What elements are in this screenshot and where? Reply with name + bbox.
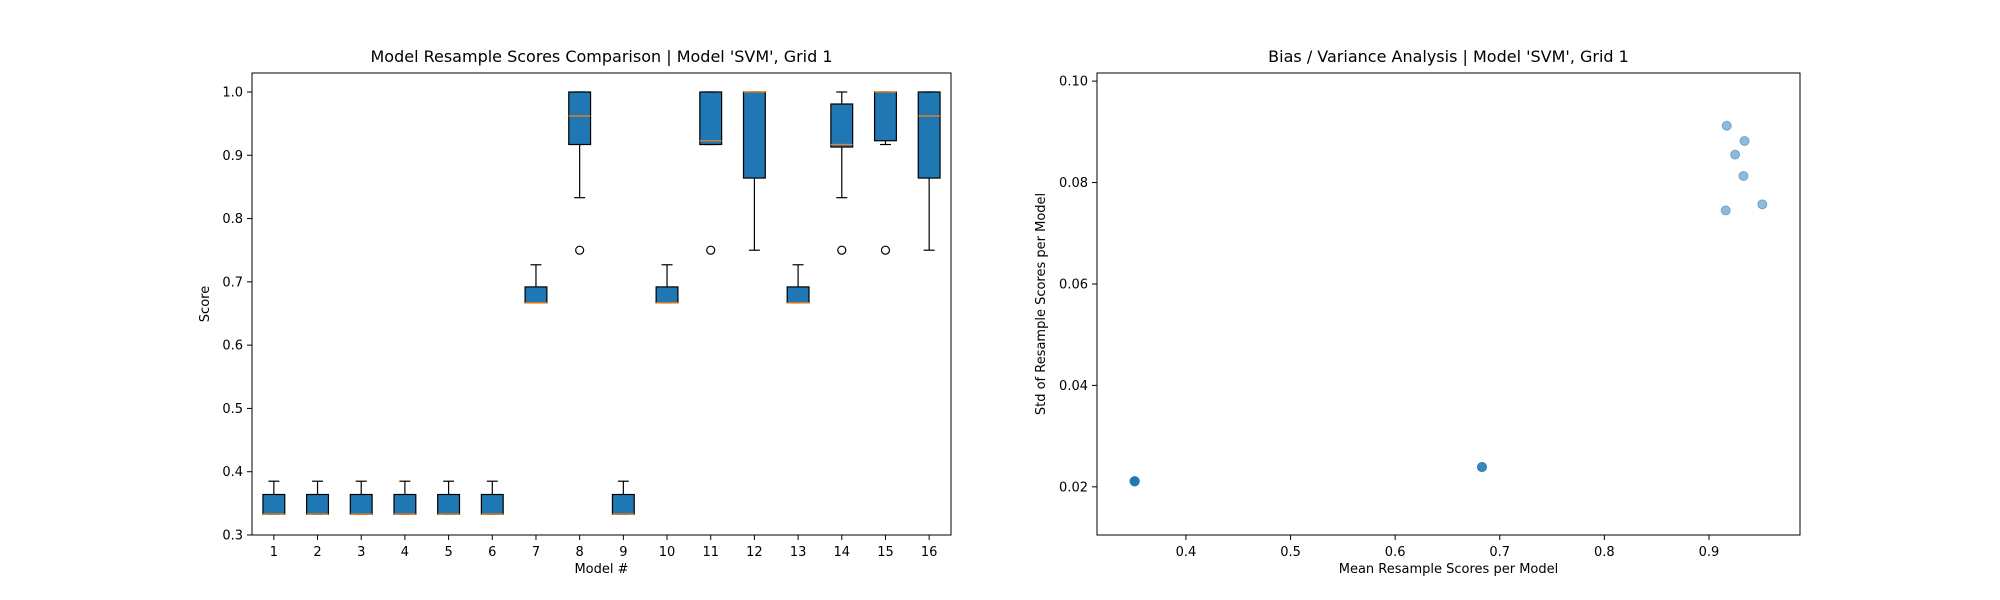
box-4 [393,480,417,515]
box-16 [917,91,941,251]
box-body [611,493,635,515]
x-tick-label: 0.8 [1594,545,1615,560]
outlier-point [575,245,585,255]
y-tick-label: 0.08 [1059,176,1088,191]
x-tick-label: 10 [659,545,676,560]
x-tick-label: 15 [877,545,894,560]
box-5 [437,480,461,515]
y-axis-label: Score [198,286,213,322]
x-tick-label: 5 [444,545,452,560]
box-body [742,91,766,179]
scatter-point [1757,199,1768,210]
y-tick-label: 0.9 [222,149,243,164]
box-body [480,493,504,515]
scatter-point [1720,205,1731,216]
y-tick-label: 0.7 [222,275,243,290]
x-axis: 1 2 3 4 5 6 7 8 9 10 11 12 13 14 15 16 [270,535,938,560]
scatter-point [1738,170,1749,181]
scatter-point [1129,476,1140,487]
x-tick-label: 0.9 [1699,545,1720,560]
box-7 [524,264,548,304]
box-body [873,91,897,142]
x-tick-label: 9 [619,545,627,560]
x-tick-label: 13 [790,545,807,560]
outlier-point [880,245,891,255]
box-body [786,286,810,304]
y-tick-label: 1.0 [222,85,243,100]
scatter-chart: Bias / Variance Analysis | Model 'SVM', … [1034,47,1801,577]
outlier-point [706,245,716,255]
box-body [306,493,330,515]
x-tick-label: 12 [746,545,763,560]
box-body [349,493,373,515]
y-tick-label: 0.6 [222,339,243,354]
y-tick-label: 0.10 [1059,75,1088,90]
scatter-point [1739,135,1750,146]
scatter-point [1476,462,1487,473]
box-15 [873,91,897,255]
x-tick-label: 0.5 [1280,545,1301,560]
scatter-series [1129,120,1768,487]
box-9 [611,480,635,515]
box-2 [306,480,330,515]
x-tick-label: 7 [532,545,540,560]
y-tick-label: 0.8 [222,212,243,227]
x-tick-label: 0.7 [1489,545,1510,560]
box-body [917,91,941,179]
chart-title: Model Resample Scores Comparison | Model… [370,47,832,66]
box-body [655,286,679,304]
box-12 [742,91,766,251]
box-6 [480,480,504,515]
y-axis: 0.3 0.4 0.5 0.6 0.7 0.8 0.9 1.0 [222,85,252,544]
chart-title: Bias / Variance Analysis | Model 'SVM', … [1268,47,1629,66]
y-tick-label: 0.4 [222,465,243,480]
x-axis-label: Mean Resample Scores per Model [1339,562,1558,577]
x-tick-label: 8 [576,545,584,560]
box-body [699,91,723,146]
x-tick-label: 11 [702,545,719,560]
box-body [830,103,854,148]
box-plot-chart: Model Resample Scores Comparison | Model… [198,47,952,577]
x-tick-label: 1 [270,545,278,560]
y-axis-label: Std of Resample Scores per Model [1034,193,1049,415]
y-tick-label: 0.04 [1059,379,1088,394]
box-14 [830,91,854,255]
y-tick-label: 0.3 [222,529,243,544]
x-tick-label: 0.4 [1176,545,1197,560]
scatter-point [1721,120,1732,131]
x-tick-label: 0.6 [1385,545,1406,560]
box-3 [349,480,373,515]
y-tick-label: 0.5 [222,402,243,417]
y-tick-label: 0.02 [1059,480,1088,495]
box-body [262,493,286,515]
x-axis-label: Model # [574,562,628,577]
outlier-point [837,245,847,255]
plot-frame [1096,72,1801,536]
x-tick-label: 2 [313,545,321,560]
box-10 [655,264,679,304]
box-1 [262,480,286,515]
box-11 [699,91,723,255]
x-axis: 0.4 0.5 0.6 0.7 0.8 0.9 [1176,535,1720,560]
box-13 [786,264,810,304]
y-tick-label: 0.06 [1059,277,1088,292]
plot-frame [251,72,952,536]
box-8 [568,91,592,255]
x-tick-label: 16 [921,545,938,560]
x-tick-label: 6 [488,545,496,560]
y-axis: 0.02 0.04 0.06 0.08 0.10 [1059,75,1097,495]
box-body [437,493,461,515]
scatter-point [1730,149,1741,160]
box-body [524,286,548,304]
box-series [262,91,941,515]
x-tick-label: 3 [357,545,365,560]
box-body [393,493,417,515]
x-tick-label: 4 [401,545,409,560]
x-tick-label: 14 [834,545,851,560]
box-body [568,91,592,146]
